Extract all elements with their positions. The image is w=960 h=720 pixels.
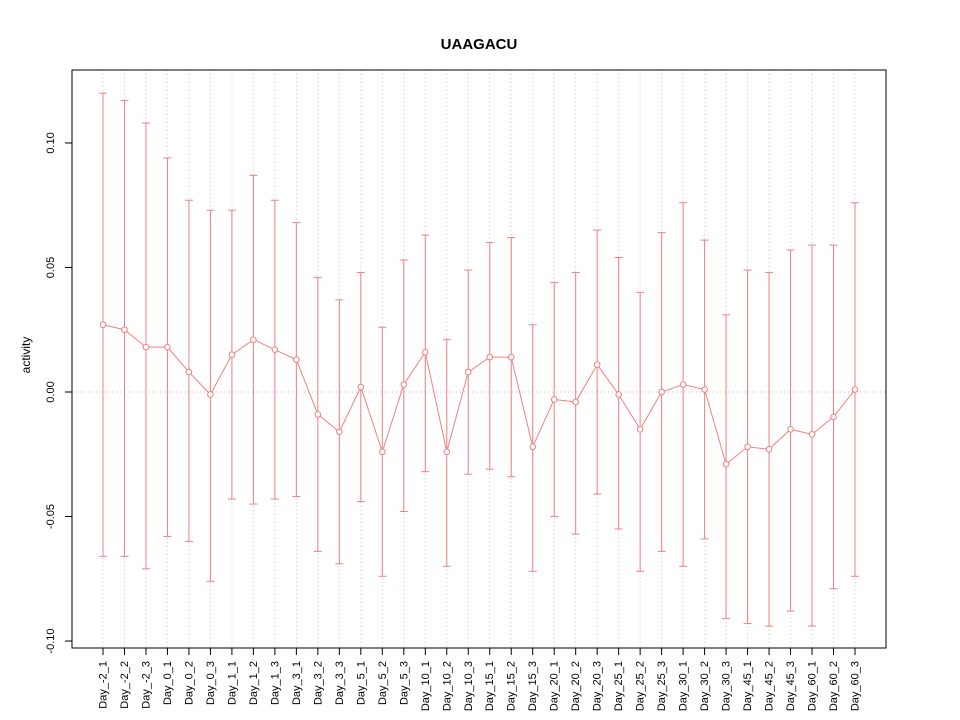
data-point <box>593 361 601 368</box>
data-point <box>679 381 687 388</box>
x-tick-label: Day_3_2 <box>312 661 324 705</box>
y-tick-label: 0.10 <box>45 132 57 153</box>
data-point <box>314 411 322 418</box>
x-tick-label: Day_0_2 <box>183 661 195 705</box>
data-point <box>701 386 708 393</box>
x-tick-label: Day_30_1 <box>678 661 690 711</box>
x-tick-label: Day_45_3 <box>785 661 797 711</box>
x-tick-label: Day_3_1 <box>291 661 303 705</box>
x-tick-label: Day_25_3 <box>656 661 668 711</box>
x-tick-label: Day_45_1 <box>742 661 754 711</box>
x-tick-label: Day_1_1 <box>226 661 238 705</box>
data-point <box>486 353 494 361</box>
x-tick-label: Day_45_2 <box>764 661 776 711</box>
x-tick-label: Day_60_3 <box>850 661 862 711</box>
data-point <box>228 351 236 358</box>
data-point <box>636 426 644 433</box>
data-point <box>336 428 343 436</box>
x-tick-label: Day_20_1 <box>549 661 561 711</box>
x-tick-label: Day_3_3 <box>334 661 346 705</box>
y-tick-label: -0.05 <box>45 504 57 529</box>
data-point <box>830 413 837 421</box>
data-point <box>658 388 665 396</box>
x-tick-label: Day_-2_2 <box>119 661 131 709</box>
data-point <box>164 343 171 351</box>
y-tick-label: -0.10 <box>45 628 57 653</box>
data-point <box>421 348 429 356</box>
x-tick-label: Day_5_2 <box>377 661 389 705</box>
x-tick-label: Day_25_2 <box>635 661 647 711</box>
data-point <box>722 460 730 468</box>
x-tick-label: Day_15_3 <box>527 661 539 711</box>
plot-border <box>71 69 887 649</box>
y-tick-label: 0.05 <box>45 257 57 278</box>
data-point <box>464 368 472 376</box>
x-tick-label: Day_1_3 <box>269 661 281 705</box>
x-tick-label: Day_10_3 <box>463 661 475 711</box>
data-point <box>293 356 300 363</box>
series-line <box>102 324 856 466</box>
x-tick-label: Day_5_3 <box>398 661 410 705</box>
x-tick-label: Day_15_1 <box>484 661 496 711</box>
x-tick-label: Day_15_2 <box>506 661 518 711</box>
data-point <box>572 398 579 406</box>
data-point <box>142 343 150 351</box>
x-tick-label: Day_30_2 <box>699 661 711 711</box>
x-tick-label: Day_60_2 <box>828 661 840 711</box>
x-tick-label: Day_25_1 <box>613 661 625 711</box>
x-tick-label: Day_20_3 <box>592 661 604 711</box>
x-tick-label: Day_1_2 <box>248 661 260 705</box>
x-tick-label: Day_-2_1 <box>98 661 110 709</box>
data-point <box>744 443 751 451</box>
data-point <box>185 368 193 376</box>
data-point <box>550 396 558 403</box>
data-point <box>250 336 257 344</box>
data-point <box>207 391 214 398</box>
data-point <box>507 353 515 361</box>
data-point <box>99 321 107 329</box>
data-point <box>357 383 365 391</box>
data-point <box>765 445 773 453</box>
data-point <box>529 443 537 451</box>
data-point <box>615 391 622 398</box>
data-point <box>808 431 816 438</box>
x-tick-label: Day_-2_3 <box>140 661 152 709</box>
x-tick-label: Day_0_1 <box>162 661 174 705</box>
x-tick-label: Day_30_3 <box>721 661 733 711</box>
data-point <box>851 386 859 393</box>
y-tick-label: 0.00 <box>45 381 57 402</box>
data-point <box>271 346 279 353</box>
x-tick-label: Day_20_2 <box>570 661 582 711</box>
x-tick-label: Day_10_1 <box>420 661 432 711</box>
data-point <box>787 426 794 433</box>
x-tick-label: Day_60_1 <box>807 661 819 711</box>
data-point <box>379 448 386 456</box>
data-point <box>443 448 451 456</box>
x-tick-label: Day_10_2 <box>441 661 453 711</box>
x-tick-label: Day_0_3 <box>205 661 217 705</box>
chart-title: UAAGACU <box>440 36 518 53</box>
x-tick-label: Day_5_1 <box>355 661 367 705</box>
data-point <box>400 381 408 388</box>
data-point <box>121 326 128 334</box>
